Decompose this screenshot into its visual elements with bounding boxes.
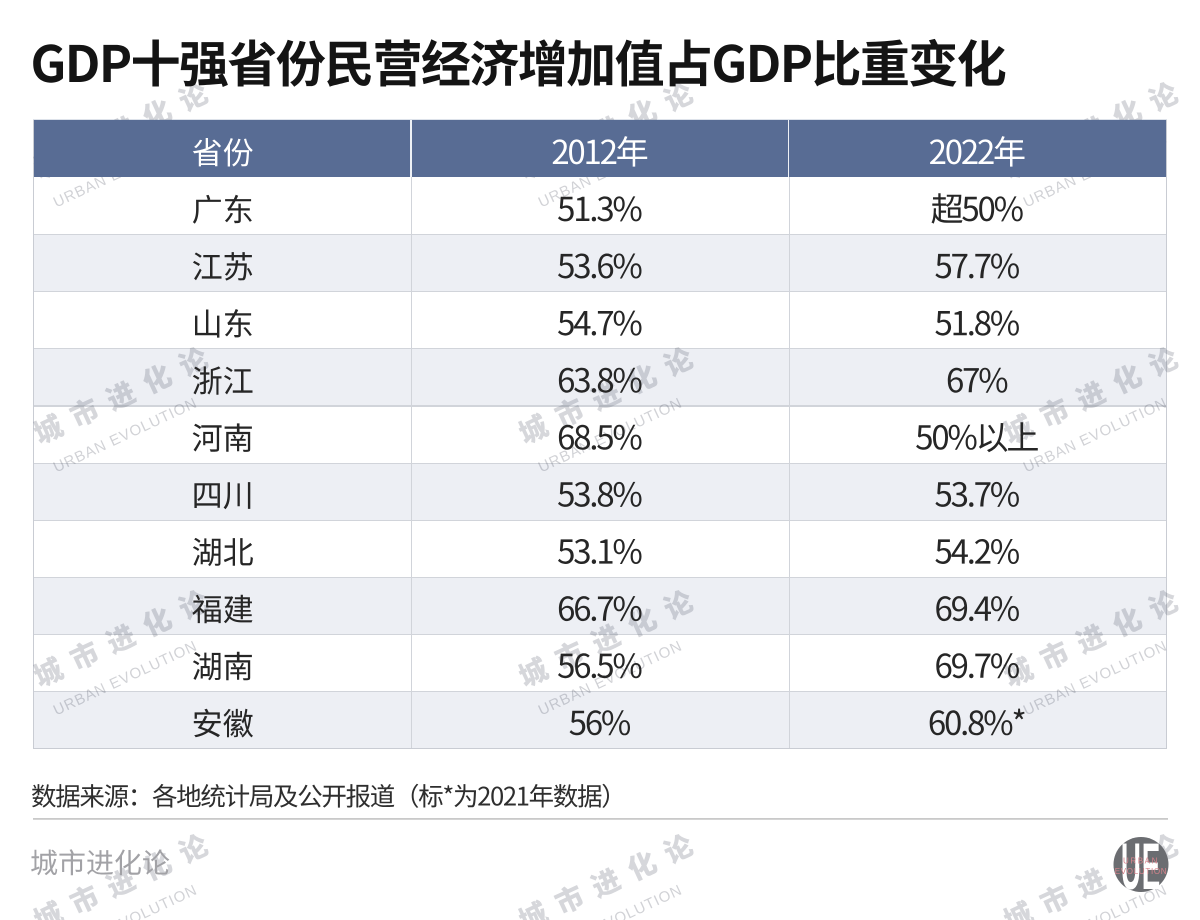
- svg-text:URBAN: URBAN: [1123, 857, 1159, 866]
- svg-text:EVOLUTION: EVOLUTION: [1115, 867, 1168, 876]
- svg-text:UE: UE: [1121, 829, 1161, 903]
